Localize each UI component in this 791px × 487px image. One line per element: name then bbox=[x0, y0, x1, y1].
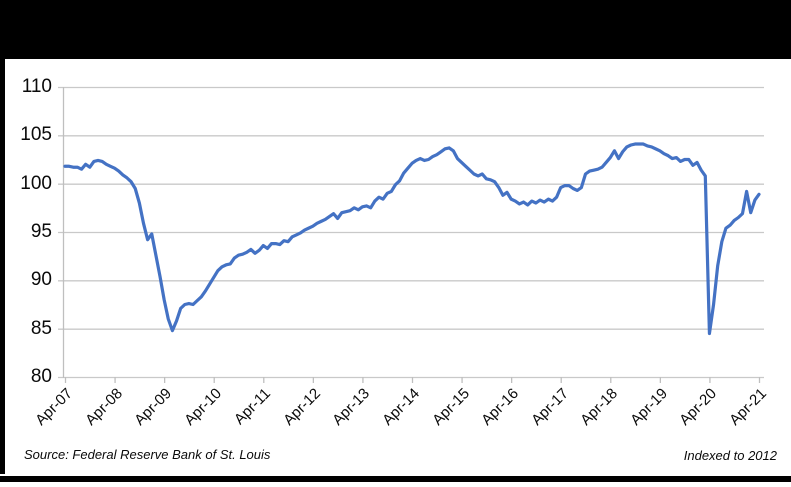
left-black-strip bbox=[0, 59, 5, 474]
y-axis-label: 95 bbox=[30, 221, 52, 242]
source-caption: Source: Federal Reserve Bank of St. Loui… bbox=[24, 447, 271, 462]
indexed-note: Indexed to 2012 bbox=[683, 448, 777, 463]
top-black-banner bbox=[0, 0, 791, 59]
bottom-black-bar bbox=[0, 476, 791, 482]
series-line bbox=[63, 142, 761, 336]
y-axis-label: 80 bbox=[30, 366, 52, 387]
y-axis-label: 105 bbox=[20, 124, 52, 146]
y-axis-label: 110 bbox=[21, 76, 52, 97]
y-axis-label: 90 bbox=[30, 269, 52, 291]
y-axis-label: 100 bbox=[20, 172, 52, 194]
y-axis-label: 85 bbox=[30, 317, 52, 339]
